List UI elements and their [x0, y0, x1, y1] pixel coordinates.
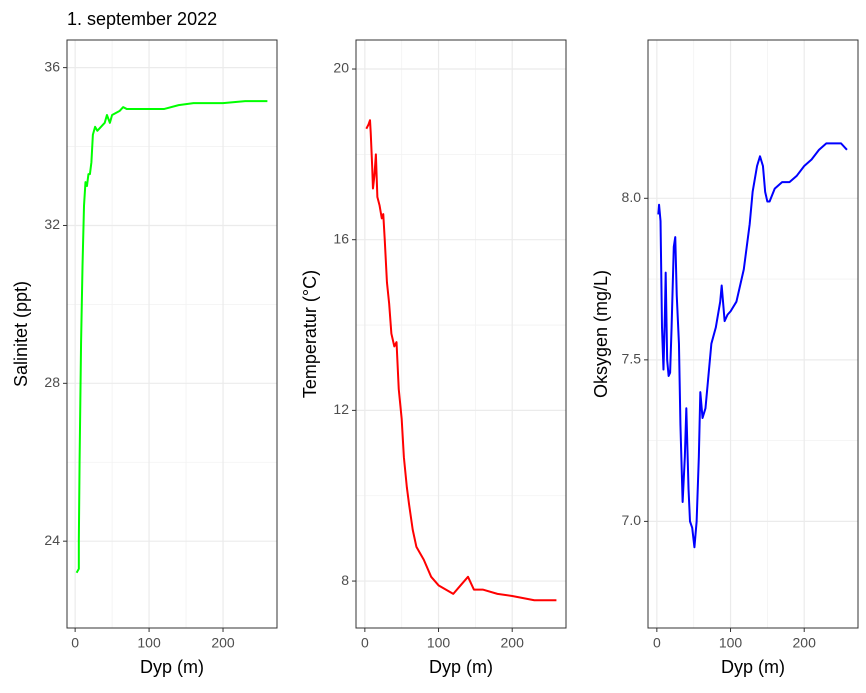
x-tick-label: 0	[361, 635, 369, 651]
y-tick-label: 24	[44, 532, 60, 548]
x-tick-label: 0	[653, 635, 661, 651]
y-tick-label: 8.0	[622, 189, 642, 205]
x-tick-label: 200	[211, 635, 235, 651]
x-axis-title: Dyp (m)	[721, 657, 785, 677]
x-axis-title: Dyp (m)	[429, 657, 493, 677]
x-tick-label: 100	[427, 635, 451, 651]
data-line	[365, 119, 557, 602]
x-axis-title: Dyp (m)	[140, 657, 204, 677]
y-tick-label: 12	[333, 401, 349, 417]
x-tick-label: 200	[501, 635, 525, 651]
x-tick-label: 200	[793, 635, 817, 651]
x-tick-label: 0	[71, 635, 79, 651]
y-tick-label: 7.5	[622, 351, 642, 367]
y-tick-label: 8	[341, 572, 349, 588]
y-axis-title: Salinitet (ppt)	[11, 281, 31, 387]
y-tick-label: 7.0	[622, 512, 642, 528]
x-tick-label: 100	[719, 635, 743, 651]
y-axis-title: Temperatur (°C)	[300, 270, 320, 398]
panel-border	[66, 39, 278, 629]
y-tick-label: 28	[44, 374, 60, 390]
data-line	[657, 142, 848, 549]
chart-title: 1. september 2022	[67, 9, 217, 29]
y-axis-title: Oksygen (mg/L)	[591, 270, 611, 398]
panel-border	[355, 39, 567, 629]
x-tick-label: 100	[137, 635, 161, 651]
data-line	[75, 100, 268, 574]
y-tick-label: 16	[333, 230, 349, 246]
y-tick-label: 20	[333, 60, 349, 76]
y-tick-label: 36	[44, 58, 60, 74]
panel-border	[647, 39, 859, 629]
y-tick-label: 32	[44, 216, 60, 232]
